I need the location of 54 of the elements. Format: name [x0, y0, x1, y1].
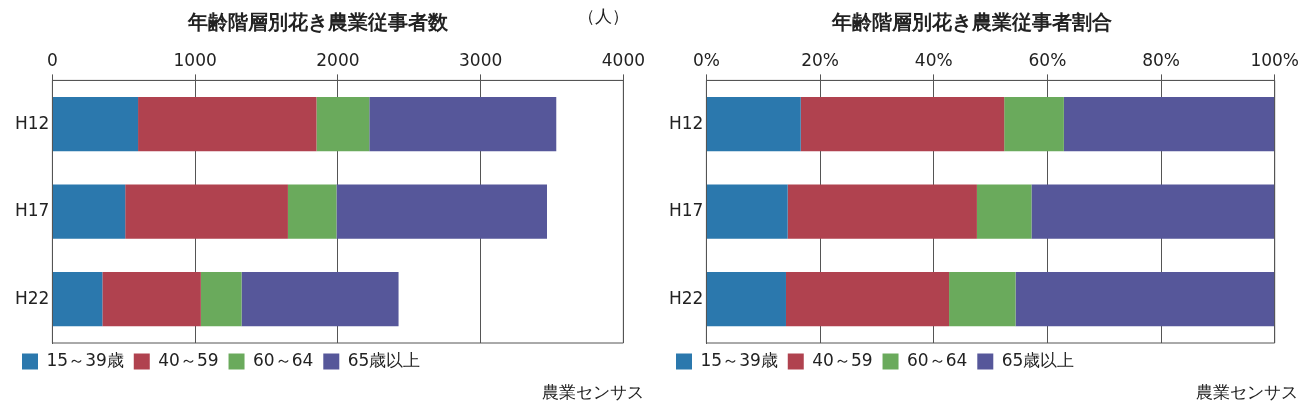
y-tick-label: H12	[668, 112, 704, 133]
legend-label: 65歳以上	[347, 349, 421, 370]
x-tick-label: 20%	[801, 49, 839, 70]
legend-label: 15～39歳	[700, 349, 778, 370]
legend-label: 60～64	[907, 349, 968, 370]
y-tick-label: H12	[14, 112, 50, 133]
chart-title: 年齢階層別花き農業従事者割合	[831, 10, 1112, 35]
bar	[949, 272, 1016, 327]
bar	[138, 97, 317, 152]
bar	[1063, 97, 1275, 152]
bar	[1031, 184, 1275, 239]
x-tick-label: 1000	[173, 49, 217, 70]
x-tick-label: 40%	[914, 49, 953, 70]
x-tick-label: 4000	[601, 49, 645, 70]
x-tick-label: 80%	[1142, 49, 1180, 70]
legend-label: 40～59	[812, 349, 873, 370]
x-tick-label: 2000	[316, 49, 360, 70]
y-tick-label: H22	[668, 287, 704, 308]
bar	[200, 272, 242, 327]
y-tick-label: H17	[668, 200, 704, 221]
bar	[787, 184, 977, 239]
x-tick-label: 100%	[1250, 49, 1299, 70]
x-tick-label: 60%	[1028, 49, 1067, 70]
bar	[336, 184, 547, 239]
x-tick-label: 3000	[459, 49, 503, 70]
bar	[125, 184, 288, 239]
legend-label: 40～59	[158, 349, 219, 370]
bar	[1015, 272, 1275, 327]
text: 農業センサス	[1196, 381, 1298, 402]
bar	[316, 97, 370, 152]
bar	[287, 184, 337, 239]
x-axis-title: （人）	[578, 5, 630, 26]
bar	[706, 272, 786, 327]
legend-label: 60～64	[253, 349, 314, 370]
chart-title: 年齢階層別花き農業従事者数	[187, 10, 449, 35]
legend-label: 15～39歳	[46, 349, 124, 370]
bar	[241, 272, 399, 327]
bar	[785, 272, 950, 327]
text: 農業センサス	[542, 381, 644, 402]
bar	[52, 97, 139, 152]
bar	[706, 97, 801, 152]
bar	[1004, 97, 1064, 152]
bar	[800, 97, 1005, 152]
x-tick-label: 0	[47, 49, 58, 70]
bar	[52, 184, 126, 239]
bar	[52, 272, 103, 327]
bar	[102, 272, 201, 327]
bar	[706, 184, 788, 239]
bar	[976, 184, 1032, 239]
y-tick-label: H22	[14, 287, 50, 308]
y-tick-label: H17	[14, 200, 50, 221]
x-tick-label: 0%	[692, 49, 720, 70]
legend-label: 65歳以上	[1001, 349, 1075, 370]
bar	[369, 97, 557, 152]
